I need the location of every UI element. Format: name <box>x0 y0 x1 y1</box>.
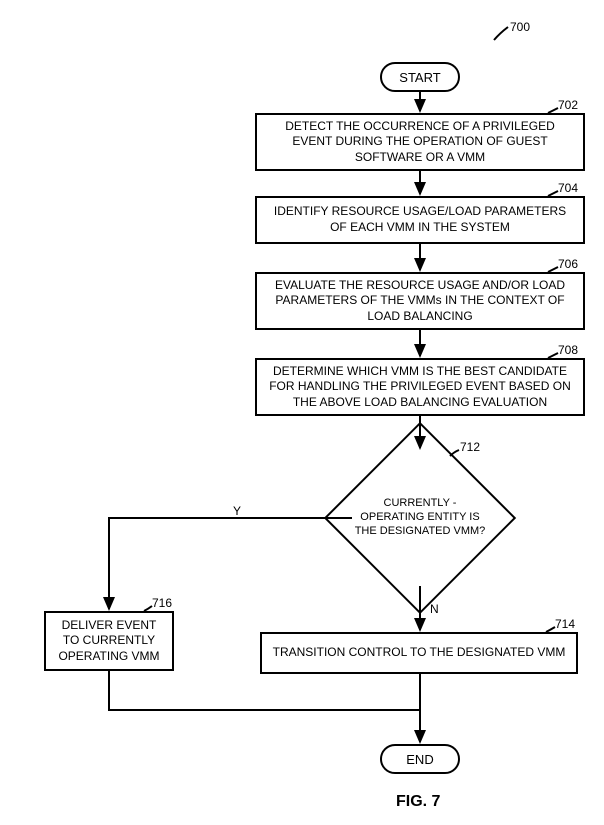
ref-702: 702 <box>558 98 578 112</box>
ref-708: 708 <box>558 343 578 357</box>
step-716: DELIVER EVENT TO CURRENTLY OPERATING VMM <box>44 611 174 671</box>
label-no: N <box>430 602 439 616</box>
figure-ref: 700 <box>510 20 530 34</box>
start-terminator: START <box>380 62 460 92</box>
decision-712: CURRENTLY -OPERATING ENTITY IS THE DESIG… <box>352 450 488 586</box>
step-704: IDENTIFY RESOURCE USAGE/LOAD PARAMETERS … <box>255 196 585 244</box>
end-terminator: END <box>380 744 460 774</box>
ref-706: 706 <box>558 257 578 271</box>
figure-label: FIG. 7 <box>396 793 440 811</box>
ref-712: 712 <box>460 440 480 454</box>
step-706: EVALUATE THE RESOURCE USAGE AND/OR LOAD … <box>255 272 585 330</box>
label-yes: Y <box>233 504 241 518</box>
step-708: DETERMINE WHICH VMM IS THE BEST CANDIDAT… <box>255 358 585 416</box>
ref-716: 716 <box>152 596 172 610</box>
decision-712-text: CURRENTLY -OPERATING ENTITY IS THE DESIG… <box>352 497 488 538</box>
ref-704: 704 <box>558 181 578 195</box>
step-702: DETECT THE OCCURRENCE OF A PRIVILEGED EV… <box>255 113 585 171</box>
ref-714: 714 <box>555 617 575 631</box>
step-714: TRANSITION CONTROL TO THE DESIGNATED VMM <box>260 632 578 674</box>
